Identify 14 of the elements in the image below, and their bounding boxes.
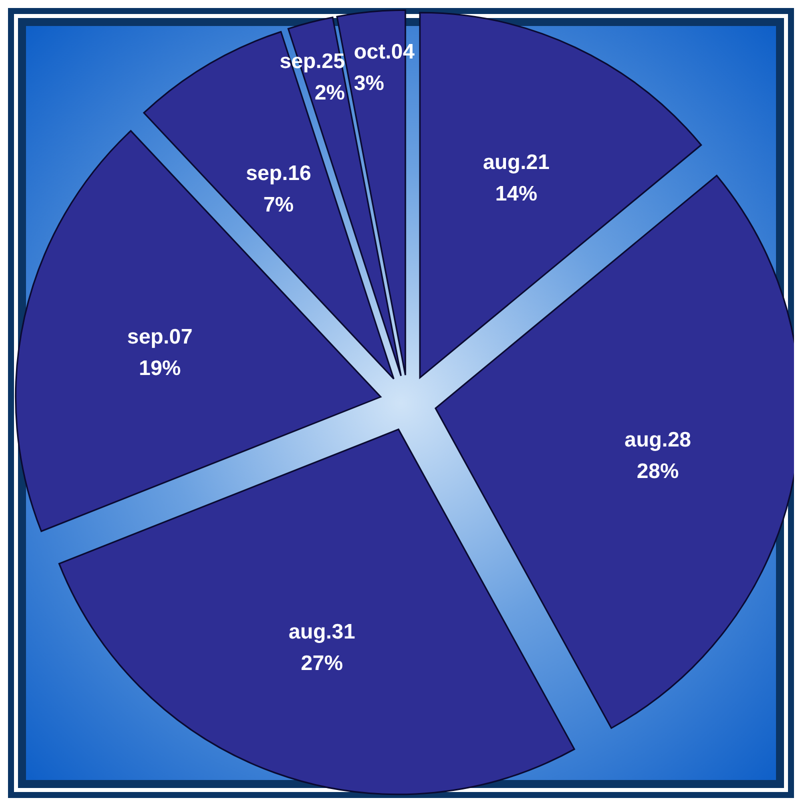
- data-label: 2%: [314, 81, 346, 104]
- slice-label: oct.04: [354, 40, 415, 64]
- slice-label: aug.28: [624, 428, 692, 452]
- slice-label: aug.31: [288, 620, 356, 644]
- data-label: 28%: [636, 460, 680, 484]
- data-label: 7%: [263, 194, 294, 217]
- slice-label: aug.21: [483, 150, 550, 174]
- data-label: 27%: [300, 652, 344, 675]
- data-label: 19%: [138, 357, 182, 380]
- data-label: 14%: [495, 182, 538, 206]
- data-label: 3%: [354, 72, 385, 96]
- slice-label: sep.25: [280, 50, 346, 73]
- slice-label: sep.07: [127, 326, 193, 349]
- slice-label: sep.16: [246, 162, 312, 186]
